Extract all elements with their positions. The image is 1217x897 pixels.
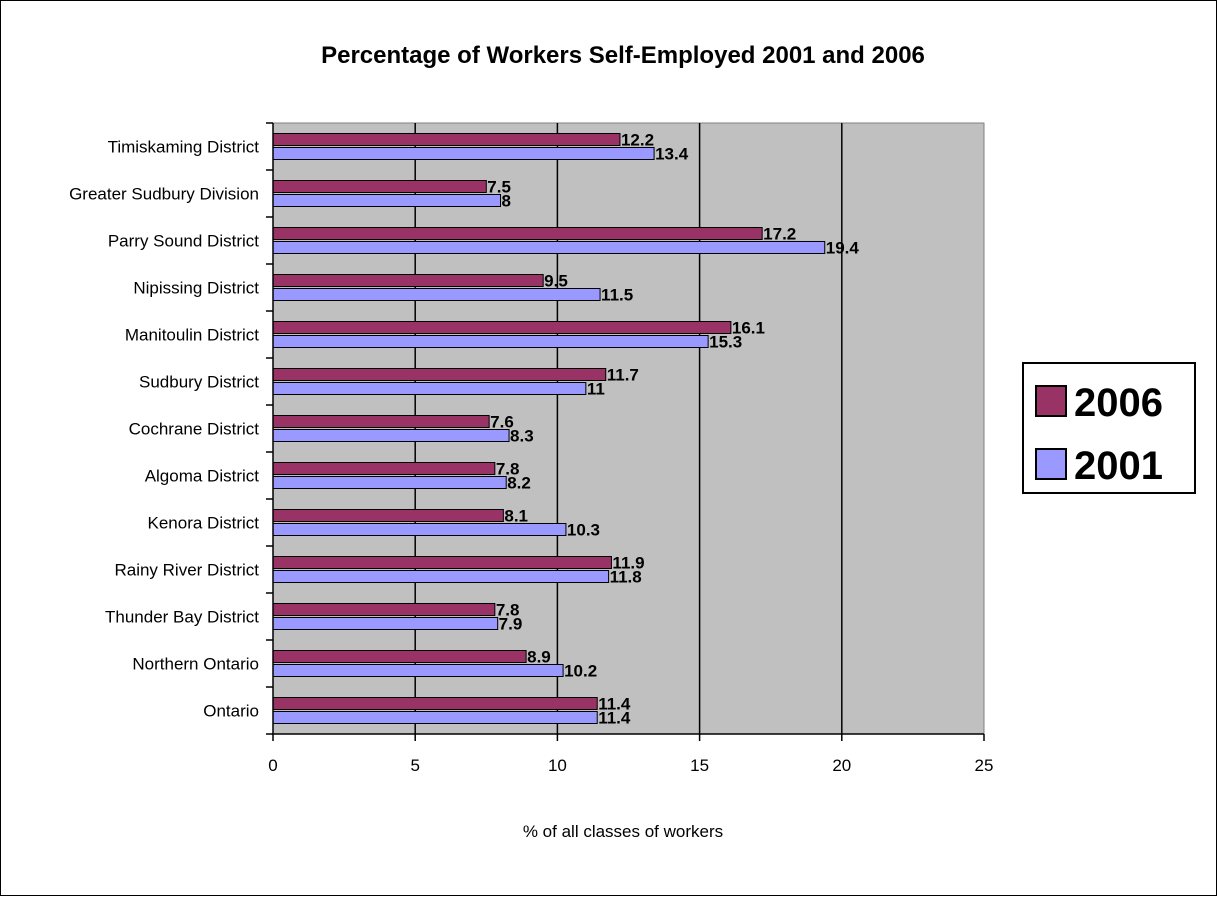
gridlines: [414, 123, 843, 734]
category-label: Northern Ontario: [132, 655, 259, 674]
data-label-2006: 12.2: [621, 131, 654, 150]
bar-2001: [272, 570, 610, 583]
category-label: Thunder Bay District: [105, 608, 259, 627]
bar-2006: [272, 415, 490, 428]
category-label: Cochrane District: [129, 420, 260, 439]
data-label-2001: 19.4: [826, 239, 860, 258]
data-label-2001: 15.3: [709, 333, 742, 352]
data-label-2001: 11.5: [601, 286, 633, 305]
bar-2006: [272, 180, 487, 193]
x-tick-label: 5: [410, 756, 419, 775]
data-label-2001: 10.3: [567, 521, 600, 540]
data-label-2006: 8.1: [504, 507, 528, 526]
bar-2001: [272, 335, 709, 348]
bar-2006: [272, 650, 527, 663]
data-label-2006: 8.9: [527, 648, 551, 667]
data-label-2006: 11.4: [598, 695, 631, 714]
x-axis-ticks: [272, 734, 985, 741]
x-tick-label: 15: [690, 756, 709, 775]
data-label-2006: 7.8: [496, 460, 520, 479]
bar-2001: [272, 241, 826, 254]
category-label: Rainy River District: [114, 561, 259, 580]
legend-swatch-2001: [1035, 448, 1067, 480]
data-label-2001: 10.2: [564, 662, 597, 681]
data-label-2001: 8.2: [507, 474, 531, 493]
data-label-2006: 7.6: [490, 413, 514, 432]
legend: 2006 2001: [1022, 362, 1196, 494]
data-label-2001: 7.9: [499, 615, 523, 634]
bar-2006: [272, 321, 732, 334]
category-label: Ontario: [203, 702, 259, 721]
bar-2001: [272, 382, 587, 395]
bar-2006: [272, 227, 763, 240]
category-label: Parry Sound District: [108, 232, 259, 251]
data-label-2006: 17.2: [763, 225, 796, 244]
data-label-2001: 11: [587, 380, 605, 399]
data-label-2006: 11.7: [607, 366, 639, 385]
category-label: Manitoulin District: [125, 326, 259, 345]
data-label-2006: 7.8: [496, 601, 520, 620]
bar-2001: [272, 147, 655, 160]
bar-2006: [272, 462, 496, 475]
bars: [272, 133, 826, 724]
x-tick-labels: 0 5 10 15 20 25: [268, 756, 993, 775]
category-label: Greater Sudbury Division: [69, 185, 259, 204]
category-label: Timiskaming District: [108, 138, 260, 157]
bar-2006: [272, 274, 544, 287]
legend-label-2006: 2006: [1074, 381, 1163, 425]
data-label-2006: 9.5: [544, 272, 568, 291]
data-label-2006: 11.9: [612, 554, 644, 573]
bar-2006: [272, 556, 612, 569]
data-label-2001: 11.4: [598, 709, 631, 728]
data-label-2001: 8.3: [510, 427, 534, 446]
legend-label-2001: 2001: [1074, 444, 1163, 488]
data-labels: 12.213.47.5817.219.49.511.516.115.311.71…: [487, 131, 859, 728]
bar-2006: [272, 603, 496, 616]
bar-2006: [272, 368, 607, 381]
x-tick-label: 25: [975, 756, 994, 775]
bar-2001: [272, 664, 564, 677]
category-labels: Timiskaming District Greater Sudbury Divi…: [69, 138, 259, 721]
bar-2006: [272, 697, 598, 710]
x-tick-label: 0: [268, 756, 277, 775]
bar-2001: [272, 194, 502, 207]
bar-2006: [272, 509, 504, 522]
plot-area: [272, 122, 985, 735]
data-label-2001: 11.8: [610, 568, 642, 587]
category-label: Kenora District: [148, 514, 260, 533]
bar-2001: [272, 476, 507, 489]
category-label: Algoma District: [145, 467, 260, 486]
data-label-2001: 13.4: [655, 145, 689, 164]
data-label-2006: 16.1: [732, 319, 765, 338]
data-label-2001: 8: [502, 192, 511, 211]
legend-swatch-2006: [1035, 385, 1067, 417]
chart-title: Percentage of Workers Self-Employed 2001…: [321, 42, 925, 69]
x-tick-label: 10: [548, 756, 567, 775]
category-label: Nipissing District: [133, 279, 259, 298]
x-tick-label: 20: [832, 756, 851, 775]
x-axis-title: % of all classes of workers: [523, 822, 723, 841]
bar-2001: [272, 711, 598, 724]
bar-2006: [272, 133, 621, 146]
category-label: Sudbury District: [139, 373, 259, 392]
bar-2001: [272, 617, 499, 630]
data-label-2006: 7.5: [487, 178, 511, 197]
bar-2001: [272, 429, 510, 442]
y-axis-ticks: [266, 122, 273, 735]
